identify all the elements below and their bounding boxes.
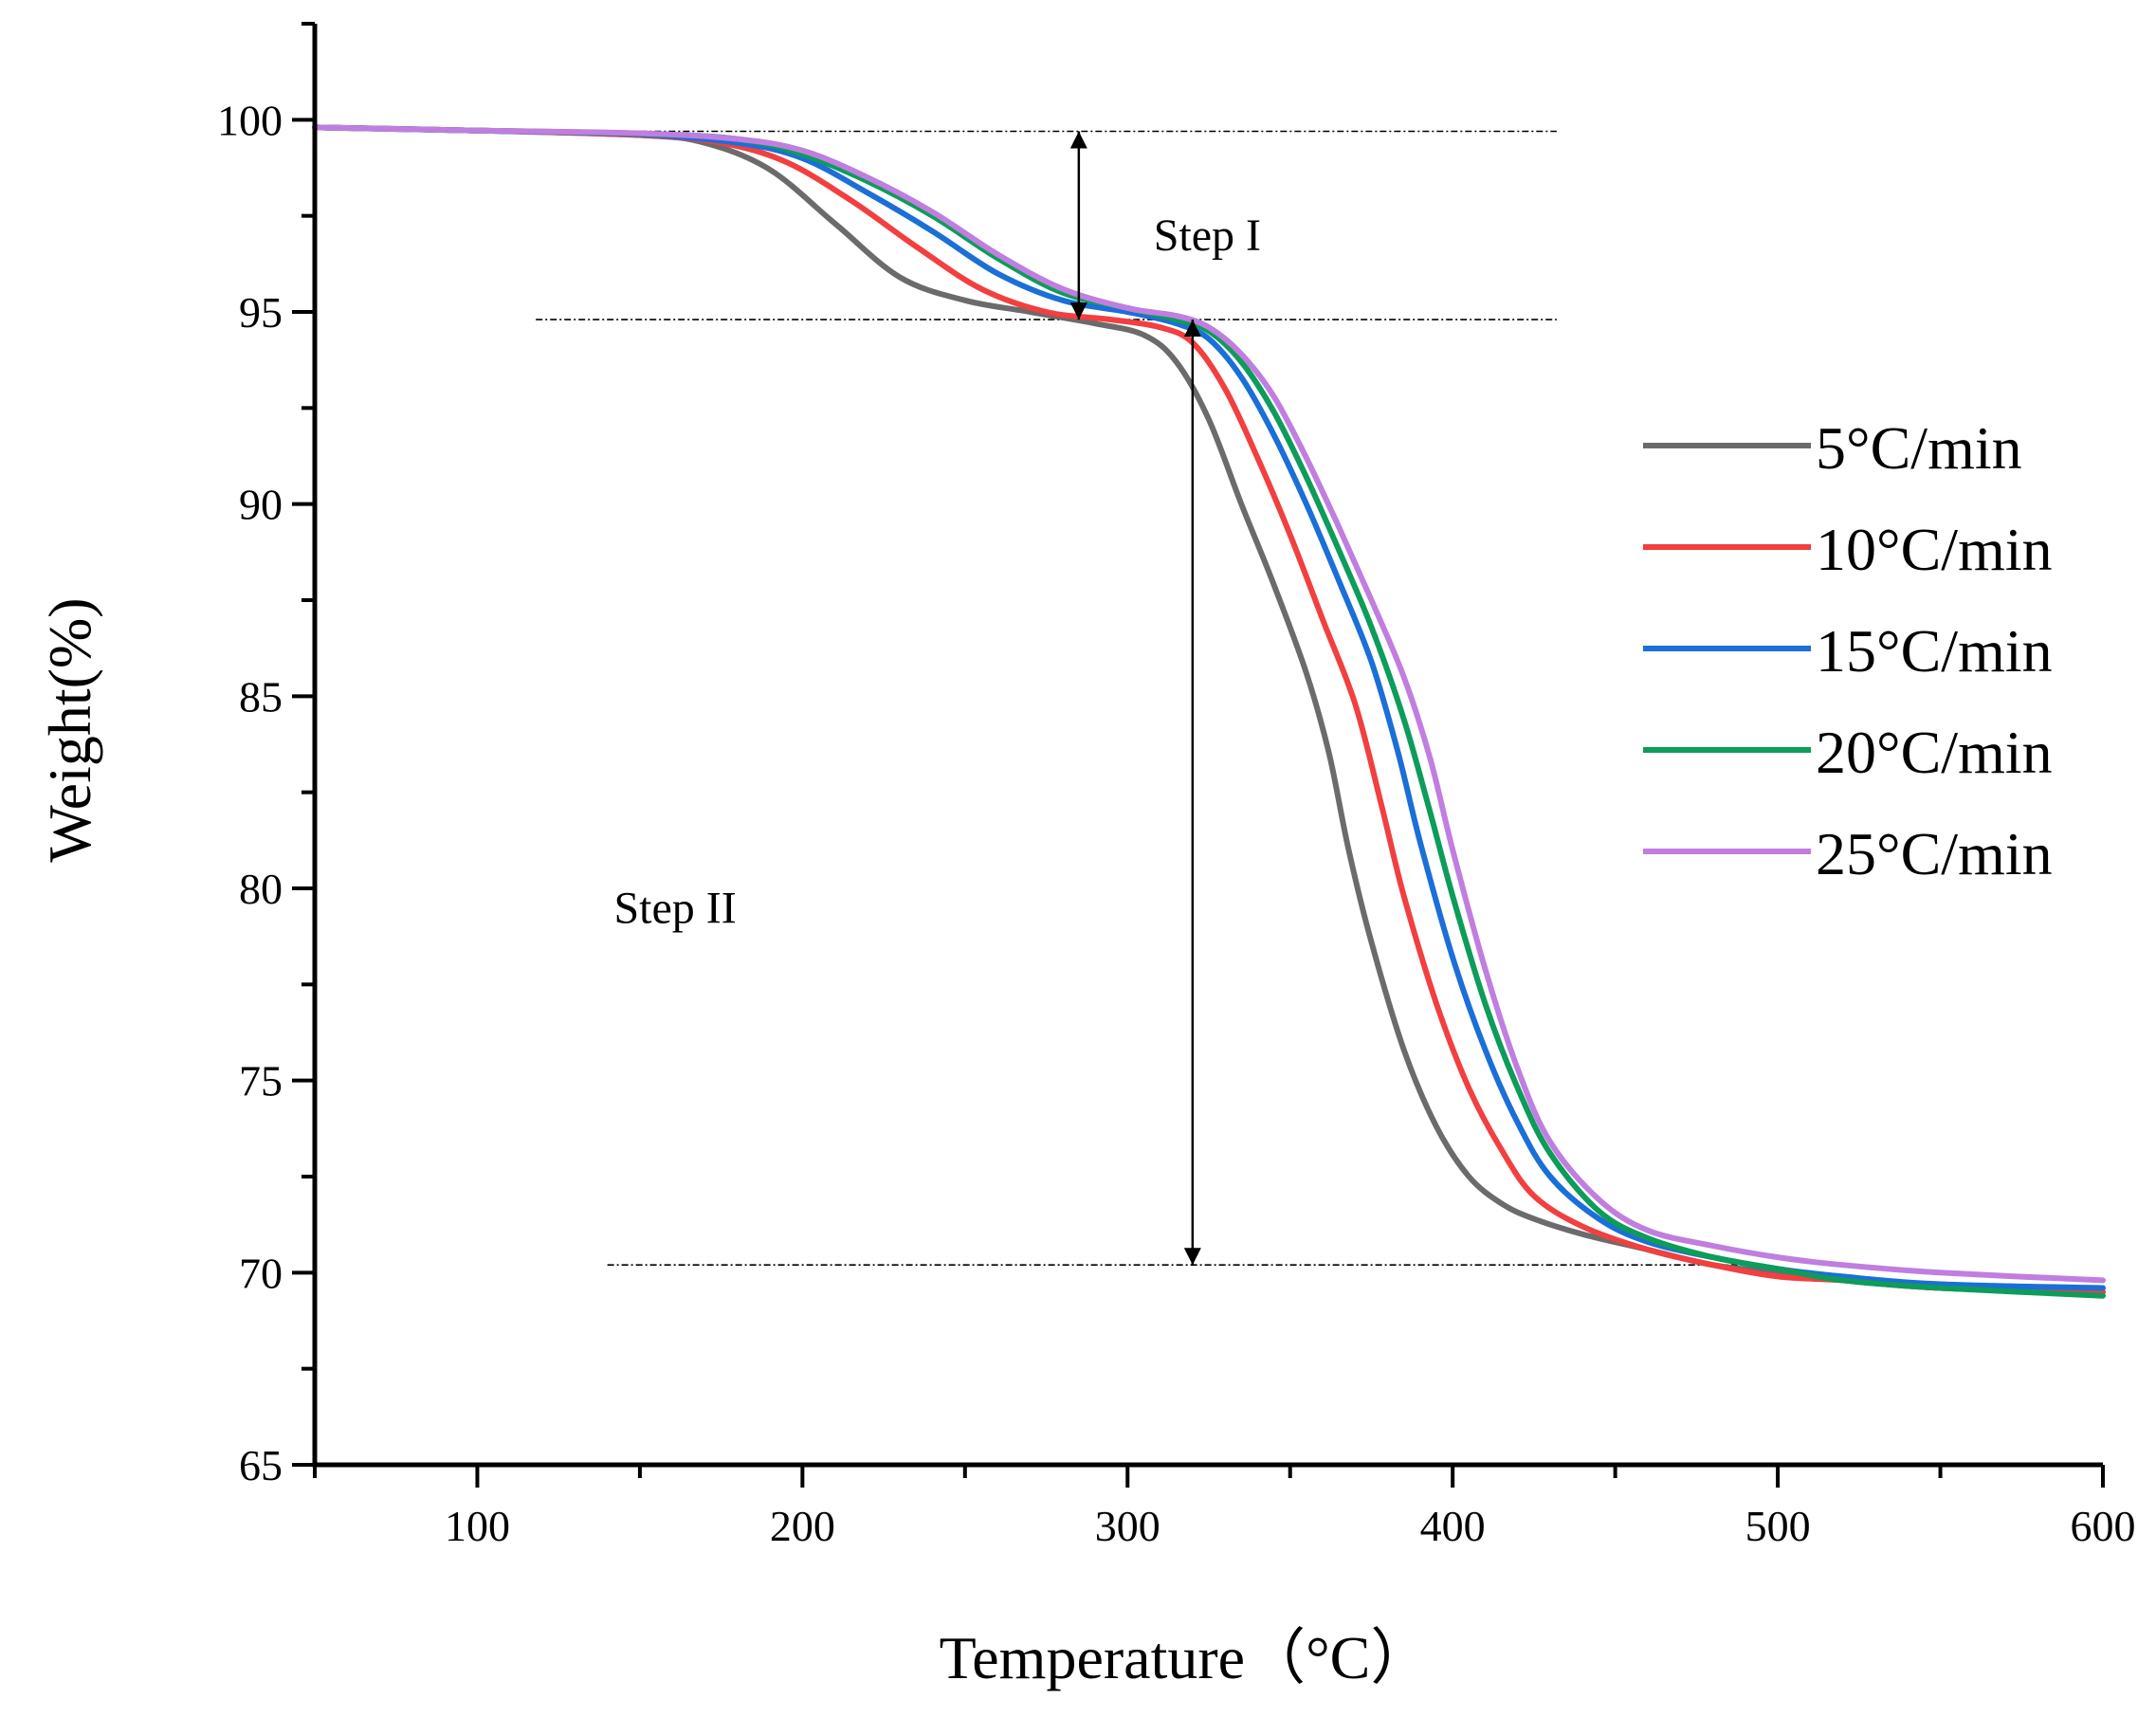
annotations: Step I Step II bbox=[613, 210, 1261, 933]
legend-label: 25°C/min bbox=[1816, 820, 2053, 887]
legend: 5°C/min 10°C/min 15°C/min 20°C/min 25°C/min bbox=[1643, 414, 2053, 887]
y-tick-label: 80 bbox=[239, 865, 283, 913]
x-tick-label: 200 bbox=[770, 1502, 835, 1550]
legend-label: 5°C/min bbox=[1816, 414, 2022, 482]
legend-label: 10°C/min bbox=[1816, 516, 2053, 583]
series-line bbox=[312, 124, 2106, 1291]
legend-label: 15°C/min bbox=[1816, 617, 2053, 685]
y-tick-label: 100 bbox=[217, 96, 283, 144]
y-tick-label: 95 bbox=[239, 288, 283, 337]
y-tick-label: 65 bbox=[239, 1441, 283, 1489]
y-tick-label: 75 bbox=[239, 1057, 283, 1105]
y-axis-title: Weight(%) bbox=[36, 597, 103, 862]
legend-label: 20°C/min bbox=[1816, 719, 2053, 786]
x-tick-label: 100 bbox=[445, 1502, 510, 1550]
reference-lines bbox=[536, 130, 1745, 1267]
y-tick-label: 90 bbox=[239, 481, 283, 529]
series-lines bbox=[312, 124, 2106, 1299]
series-line bbox=[312, 124, 2106, 1284]
step-label: Step I bbox=[1154, 210, 1261, 261]
series-line bbox=[312, 124, 2106, 1295]
series-line bbox=[312, 124, 2106, 1295]
x-axis-title: Temperature（°C） bbox=[940, 1624, 1432, 1691]
x-tick-label: 300 bbox=[1095, 1502, 1160, 1550]
x-tick-label: 600 bbox=[2071, 1502, 2136, 1550]
x-tick-label: 500 bbox=[1745, 1502, 1811, 1550]
y-tick-label: 85 bbox=[239, 672, 283, 721]
series-line bbox=[312, 124, 2106, 1299]
arrows bbox=[1069, 131, 1201, 1266]
axes: 100 200 300 400 500 600 65 70 75 80 85 90 95 100 bbox=[217, 22, 2136, 1550]
x-tick-label: 400 bbox=[1420, 1502, 1486, 1550]
y-tick-label: 70 bbox=[239, 1249, 283, 1297]
step-label: Step II bbox=[613, 883, 736, 933]
